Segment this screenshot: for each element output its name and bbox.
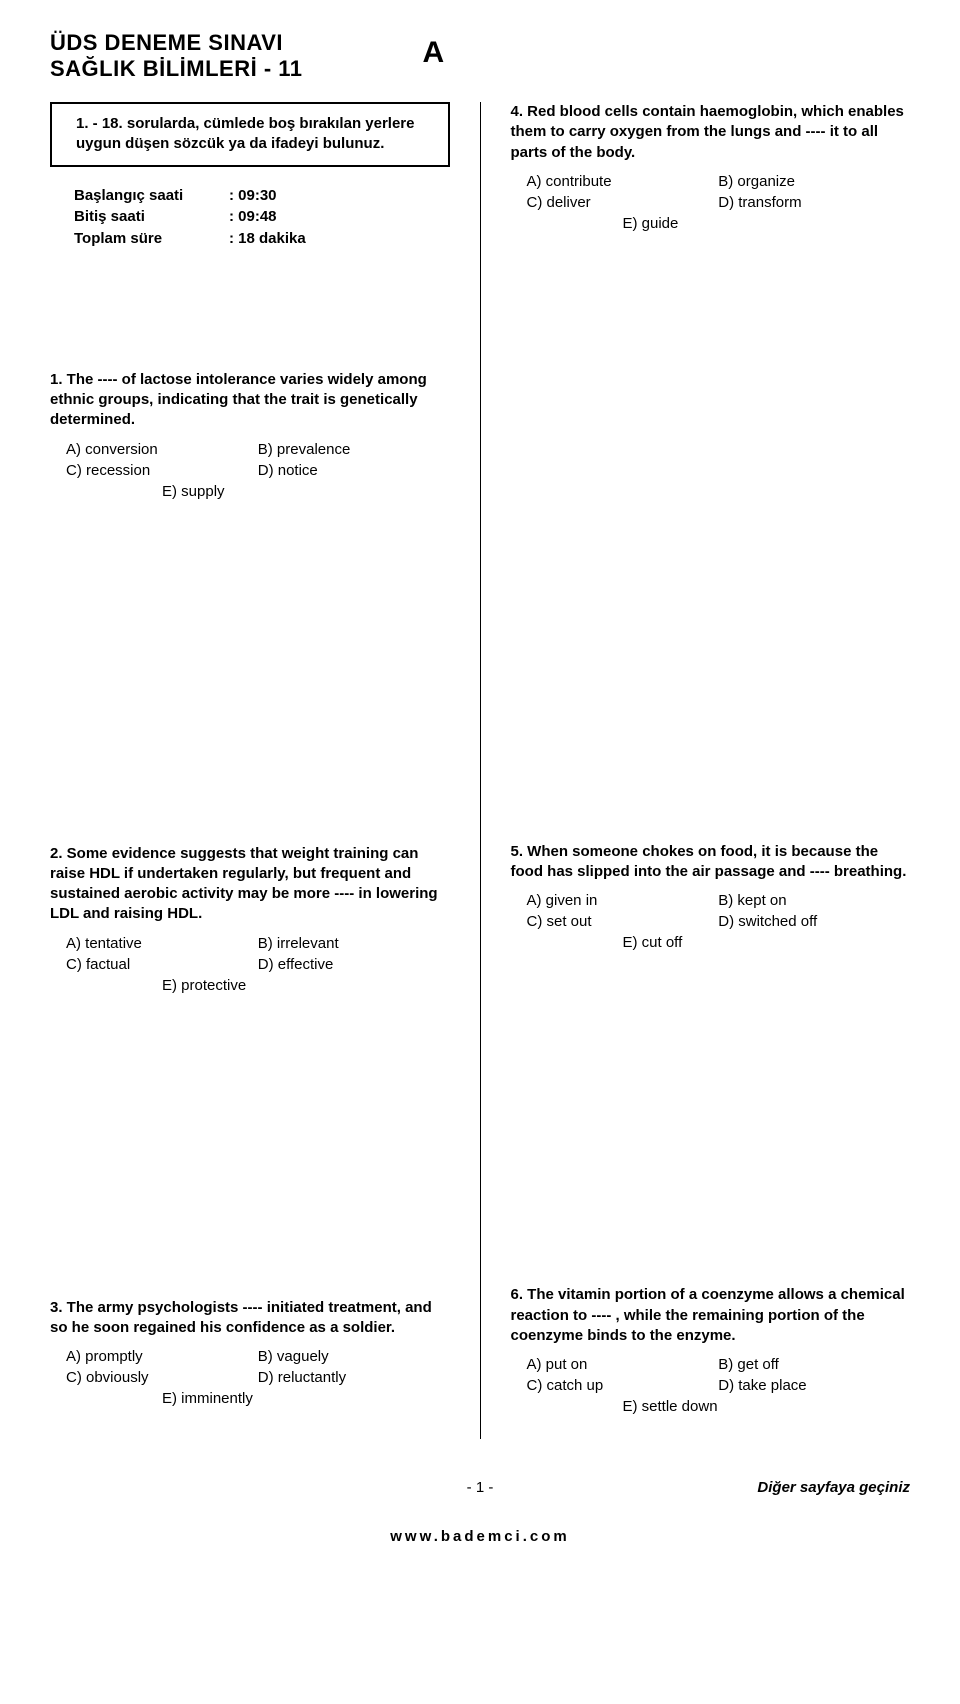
- option-e: E) protective: [66, 977, 450, 994]
- question-4: 4. Red blood cells contain haemoglobin, …: [511, 102, 911, 232]
- timing-row: Toplam süre : 18 dakika: [74, 228, 450, 250]
- option-b: B) organize: [718, 173, 910, 190]
- option-e: E) supply: [66, 483, 450, 500]
- question-1: 1. The ---- of lactose intolerance varie…: [50, 370, 450, 500]
- exam-title: ÜDS DENEME SINAVI SAĞLIK BİLİMLERİ - 11: [50, 30, 303, 82]
- option-c: C) recession: [66, 462, 258, 479]
- question-text: 5. When someone chokes on food, it is be…: [511, 842, 911, 883]
- question-3: 3. The army psychologists ---- initiated…: [50, 1298, 450, 1408]
- timing-block: Başlangıç saati : 09:30 Bitiş saati : 09…: [50, 185, 450, 250]
- question-options: A) contribute B) organize C) deliver D) …: [511, 173, 911, 232]
- timing-label: Bitiş saati: [74, 206, 229, 228]
- option-c: C) set out: [527, 913, 719, 930]
- timing-value: : 09:48: [229, 206, 277, 228]
- option-a: A) put on: [527, 1356, 719, 1373]
- option-b: B) irrelevant: [258, 935, 450, 952]
- timing-label: Toplam süre: [74, 228, 229, 250]
- option-c: C) obviously: [66, 1369, 258, 1386]
- option-a: A) given in: [527, 892, 719, 909]
- next-page-hint: Diğer sayfaya geçiniz: [757, 1479, 910, 1496]
- option-a: A) contribute: [527, 173, 719, 190]
- title-line-1: ÜDS DENEME SINAVI: [50, 30, 303, 56]
- option-e: E) cut off: [527, 934, 911, 951]
- content-columns: 1. - 18. sorularda, cümlede boş bırakıla…: [50, 102, 910, 1439]
- question-text: 2. Some evidence suggests that weight tr…: [50, 844, 450, 925]
- option-b: B) prevalence: [258, 441, 450, 458]
- timing-label: Başlangıç saati: [74, 185, 229, 207]
- question-text: 4. Red blood cells contain haemoglobin, …: [511, 102, 911, 163]
- question-options: A) promptly B) vaguely C) obviously D) r…: [50, 1348, 450, 1407]
- footer: - 1 - Diğer sayfaya geçiniz www.bademci.…: [50, 1479, 910, 1545]
- timing-row: Bitiş saati : 09:48: [74, 206, 450, 228]
- option-e: E) settle down: [527, 1398, 911, 1415]
- option-c: C) factual: [66, 956, 258, 973]
- option-d: D) transform: [718, 194, 910, 211]
- option-a: A) conversion: [66, 441, 258, 458]
- option-d: D) switched off: [718, 913, 910, 930]
- footer-url: www.bademci.com: [50, 1528, 910, 1545]
- title-line-2: SAĞLIK BİLİMLERİ - 11: [50, 56, 303, 82]
- timing-row: Başlangıç saati : 09:30: [74, 185, 450, 207]
- option-c: C) catch up: [527, 1377, 719, 1394]
- right-column: 4. Red blood cells contain haemoglobin, …: [511, 102, 911, 1439]
- left-column: 1. - 18. sorularda, cümlede boş bırakıla…: [50, 102, 450, 1439]
- option-c: C) deliver: [527, 194, 719, 211]
- timing-value: : 09:30: [229, 185, 277, 207]
- question-options: A) conversion B) prevalence C) recession…: [50, 441, 450, 500]
- question-5: 5. When someone chokes on food, it is be…: [511, 842, 911, 952]
- option-a: A) tentative: [66, 935, 258, 952]
- question-2: 2. Some evidence suggests that weight tr…: [50, 844, 450, 994]
- option-b: B) vaguely: [258, 1348, 450, 1365]
- column-divider: [480, 102, 481, 1439]
- question-text: 1. The ---- of lactose intolerance varie…: [50, 370, 450, 431]
- question-options: A) put on B) get off C) catch up D) take…: [511, 1356, 911, 1415]
- option-d: D) effective: [258, 956, 450, 973]
- header: ÜDS DENEME SINAVI SAĞLIK BİLİMLERİ - 11 …: [50, 30, 910, 82]
- question-text: 3. The army psychologists ---- initiated…: [50, 1298, 450, 1339]
- question-options: A) tentative B) irrelevant C) factual D)…: [50, 935, 450, 994]
- question-options: A) given in B) kept on C) set out D) swi…: [511, 892, 911, 951]
- option-e: E) guide: [527, 215, 911, 232]
- option-b: B) get off: [718, 1356, 910, 1373]
- instruction-text: 1. - 18. sorularda, cümlede boş bırakıla…: [76, 114, 432, 155]
- option-d: D) reluctantly: [258, 1369, 450, 1386]
- question-6: 6. The vitamin portion of a coenzyme all…: [511, 1285, 911, 1415]
- instruction-box: 1. - 18. sorularda, cümlede boş bırakıla…: [50, 102, 450, 167]
- question-text: 6. The vitamin portion of a coenzyme all…: [511, 1285, 911, 1346]
- booklet-letter: A: [423, 36, 445, 70]
- option-d: D) notice: [258, 462, 450, 479]
- option-d: D) take place: [718, 1377, 910, 1394]
- option-a: A) promptly: [66, 1348, 258, 1365]
- timing-value: : 18 dakika: [229, 228, 306, 250]
- option-b: B) kept on: [718, 892, 910, 909]
- option-e: E) imminently: [66, 1390, 450, 1407]
